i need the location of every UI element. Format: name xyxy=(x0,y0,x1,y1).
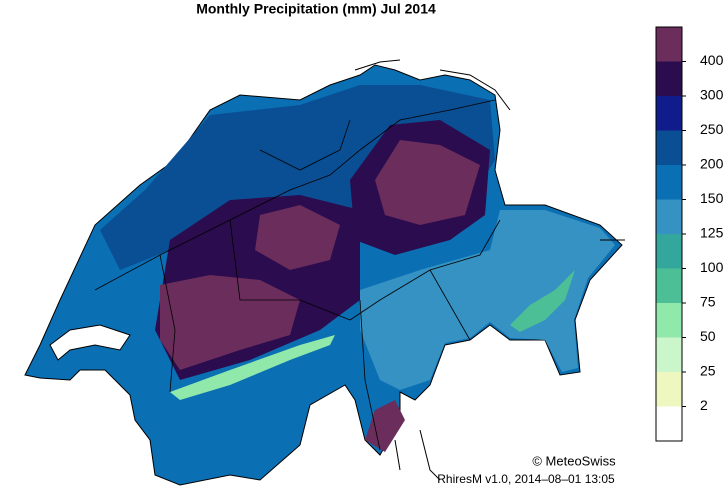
dry-engadin xyxy=(510,270,575,332)
color-bin xyxy=(656,268,682,303)
wettest-north xyxy=(255,205,340,270)
colorbar-label: 2 xyxy=(700,397,708,413)
wettest-ticino xyxy=(365,400,405,452)
color-bin xyxy=(656,406,682,441)
canton-borders xyxy=(94,99,501,451)
color-bin xyxy=(656,27,682,62)
colorbar-label: 125 xyxy=(700,225,724,241)
lake-geneva xyxy=(49,324,131,361)
rivers xyxy=(354,59,625,481)
switzerland-map xyxy=(24,59,625,486)
title: Monthly Precipitation (mm) Jul 2014 xyxy=(196,1,436,17)
colorbar-label: 100 xyxy=(700,259,724,275)
footer: RhiresM v1.0, 2014–08–01 13:05 xyxy=(437,472,615,486)
wettest-central xyxy=(160,275,300,370)
color-bin xyxy=(656,199,682,234)
colorbar-label: 50 xyxy=(700,328,716,344)
colorbar-label: 300 xyxy=(700,87,724,103)
dry-east xyxy=(360,210,615,390)
color-bin xyxy=(656,130,682,165)
color-bin xyxy=(656,165,682,200)
color-bin xyxy=(656,61,682,96)
colorbar-label: 150 xyxy=(700,190,724,206)
colorbar: 400 300 250 200 150 125 100 75 50 25 2 xyxy=(655,26,724,442)
color-bin xyxy=(656,303,682,338)
color-bin xyxy=(656,96,682,131)
wettest-east xyxy=(375,140,480,225)
credit: © MeteoSwiss xyxy=(532,453,616,468)
color-bin xyxy=(656,234,682,269)
dry-valais xyxy=(170,335,335,400)
color-bin xyxy=(656,337,682,372)
color-bin xyxy=(656,372,682,407)
colorbar-label: 400 xyxy=(700,52,724,68)
colorbar-label: 75 xyxy=(700,294,716,310)
colorbar-label: 25 xyxy=(700,363,716,379)
colorbar-label: 250 xyxy=(700,121,724,137)
colorbar-label: 200 xyxy=(700,156,724,172)
